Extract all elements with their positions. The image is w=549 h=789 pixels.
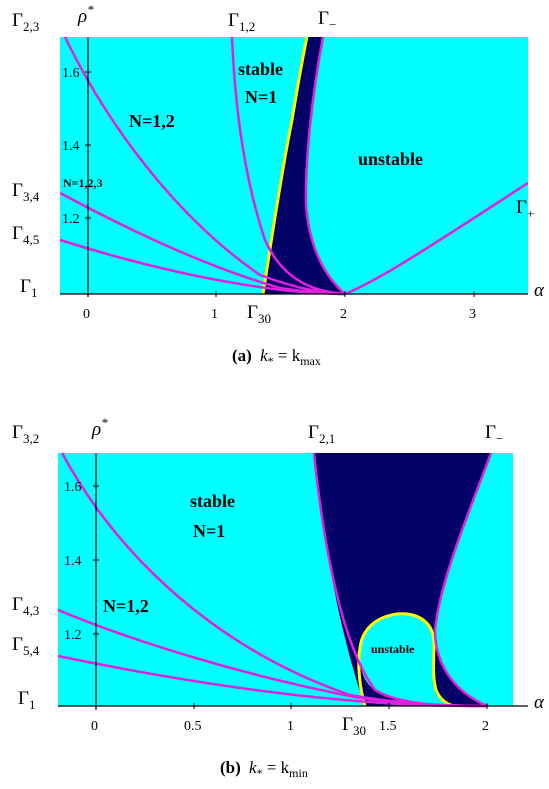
panel-a-label-gamma-minus: Γ− bbox=[318, 8, 336, 32]
panel-a-curve-gamma-plus bbox=[344, 181, 529, 296]
panel-a-ytick-label: 1.6 bbox=[62, 66, 80, 81]
panel-a-curve-gamma-23 bbox=[63, 36, 346, 296]
panel-a-label-gamma-30: Γ30 bbox=[247, 302, 271, 326]
panel-a-label-gamma-45: Γ4,5 bbox=[12, 223, 39, 247]
panel-b-cyan-bubble bbox=[359, 613, 455, 706]
panel-a-xtick-label: 1 bbox=[211, 307, 218, 322]
panel-b-curve-gamma-minus bbox=[433, 452, 493, 708]
panel-b-region-n1: N=1 bbox=[193, 521, 225, 541]
panel-b-label-alpha: α bbox=[534, 692, 545, 713]
panel-a-ytick-label: 1.4 bbox=[62, 139, 80, 154]
panel-b-yellow-boundary bbox=[357, 612, 456, 708]
panel-a-region-unstable: unstable bbox=[358, 149, 423, 169]
panel-b-label-gamma-32: Γ3,2 bbox=[12, 422, 39, 446]
panel-b-ytick-label: 1.6 bbox=[64, 480, 82, 495]
panel-b-xtick-label: 2 bbox=[482, 719, 489, 734]
panel-b-xtick-label: 0 bbox=[91, 719, 98, 734]
panel-b-ytick-label: 1.2 bbox=[64, 628, 82, 643]
panel-a-caption: (a) k* = kmax bbox=[232, 346, 321, 368]
panel-a-xtick-label: 2 bbox=[340, 307, 347, 322]
panel-a-unstable-region bbox=[263, 37, 345, 294]
panel-b: 1.6 1.4 1.2 0 0.5 1 1.5 2 Γ3,2 ρ* Γ2,1 Γ… bbox=[12, 415, 545, 738]
panel-a-curve-gamma-45 bbox=[59, 238, 346, 296]
panel-b-xtick-label: 1 bbox=[287, 719, 294, 734]
panel-b-region-stable: stable bbox=[190, 491, 235, 511]
panel-a-label-gamma-12: Γ1,2 bbox=[228, 10, 255, 34]
panel-a-label-alpha: α bbox=[534, 280, 545, 301]
panel-b-ytick-label: 1.4 bbox=[64, 554, 82, 569]
panel-a-label-gamma-plus: Γ+ bbox=[516, 197, 534, 221]
panel-a-ytick-label: 1.2 bbox=[62, 212, 80, 227]
panel-a-region-n1: N=1 bbox=[245, 87, 277, 107]
panel-b-label-gamma-43: Γ4,3 bbox=[12, 594, 39, 618]
panel-b-label-gamma-21: Γ2,1 bbox=[308, 422, 335, 446]
panel-a-yellow-boundary bbox=[261, 36, 309, 295]
panel-a-curve-gamma-minus bbox=[304, 36, 346, 295]
panel-a-label-gamma-23: Γ2,3 bbox=[12, 10, 39, 34]
panel-b-region-unstable: unstable bbox=[371, 642, 415, 656]
panel-a-curve-gamma-12 bbox=[230, 36, 346, 296]
panel-a-curves bbox=[59, 36, 529, 296]
panel-b-xtick-label: 1.5 bbox=[379, 719, 397, 734]
panel-a-region-stable: stable bbox=[238, 59, 283, 79]
panel-b-unstable-region bbox=[314, 453, 491, 706]
panel-b-label-gamma-1: Γ1 bbox=[18, 688, 35, 712]
panel-a-xtick-label: 0 bbox=[83, 307, 90, 322]
panel-a-label-rho: ρ* bbox=[77, 2, 94, 27]
panel-b-xtick-label: 0.5 bbox=[184, 719, 202, 734]
panel-b-label-gamma-54: Γ5,4 bbox=[12, 634, 40, 658]
panel-a: 1.6 1.4 1.2 0 1 2 3 Γ2,3 ρ* Γ1,2 Γ− Γ3,4… bbox=[12, 2, 545, 326]
panel-b-label-rho: ρ* bbox=[91, 415, 108, 440]
panel-b-label-gamma-minus: Γ− bbox=[485, 422, 503, 446]
panel-a-region-n12: N=1,2 bbox=[129, 111, 175, 131]
panel-a-xtick-label: 3 bbox=[469, 307, 476, 322]
panel-b-region-n12: N=1,2 bbox=[103, 596, 149, 616]
panel-b-label-gamma-30: Γ30 bbox=[342, 714, 366, 738]
panel-a-region-n123: N=1,2,3 bbox=[63, 176, 103, 190]
panel-a-label-gamma-34: Γ3,4 bbox=[12, 180, 40, 204]
panel-a-label-gamma-1: Γ1 bbox=[20, 276, 37, 300]
panel-b-caption: (b) k* = kmin bbox=[220, 758, 308, 780]
